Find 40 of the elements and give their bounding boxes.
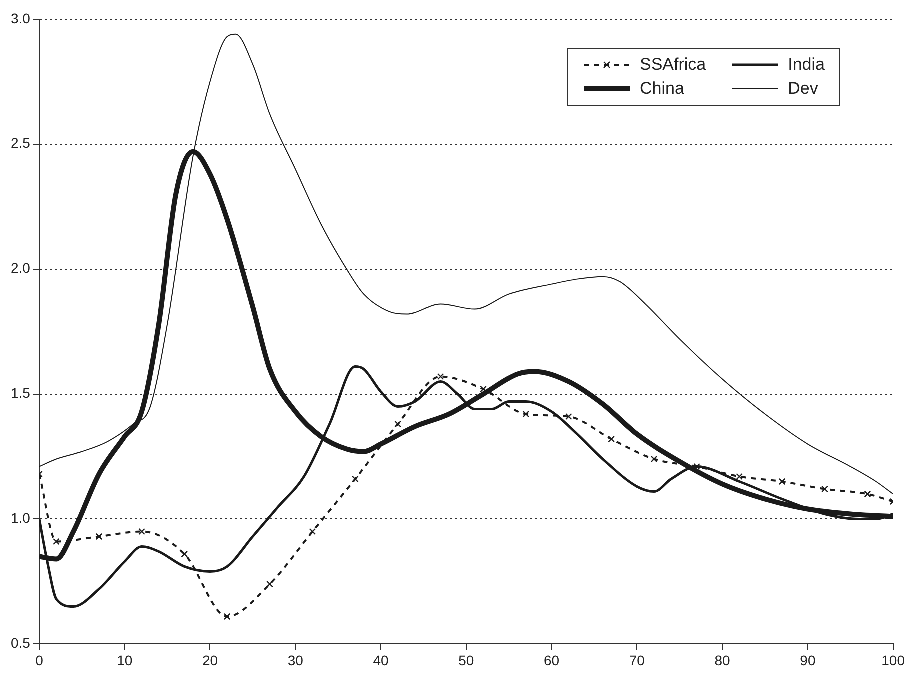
point [864,490,872,498]
point [394,420,402,428]
point [309,528,316,536]
point [437,373,444,380]
point [96,533,103,540]
x-tick-label: 50 [458,652,474,668]
point [822,486,828,493]
point [266,580,274,588]
y-tick-label: 3.0 [10,10,31,26]
point [480,386,487,393]
y-tick-label: 1.0 [10,510,31,526]
legend-label: India [788,55,825,75]
point [352,476,359,483]
point [53,538,60,546]
y-tick-label: 0.5 [10,635,31,652]
x-tick-label: 60 [544,652,560,668]
x-tick-label: 70 [629,652,646,668]
point [778,478,786,486]
x-tick-label: 20 [202,652,218,668]
x-tick-label: 100 [882,652,906,668]
legend-label: China [640,79,684,99]
y-tick-label: 2.0 [10,260,31,276]
point [138,528,146,536]
y-tick-label: 2.5 [10,135,31,152]
legend-label: Dev [788,79,818,99]
point [522,410,530,418]
x-tick-label: 40 [373,652,390,668]
x-tick-label: 0 [36,652,44,668]
x-tick-label: 90 [800,652,816,668]
y-tick-label: 1.5 [10,385,31,402]
x-tick-label: 80 [714,652,731,668]
point [224,613,231,620]
legend-label: SSAfrica [640,55,706,75]
point [565,413,572,420]
point [650,456,658,463]
point [181,550,188,558]
point [608,436,615,443]
point [736,473,744,480]
x-tick-label: 10 [117,652,133,668]
x-tick-label: 30 [288,652,304,668]
